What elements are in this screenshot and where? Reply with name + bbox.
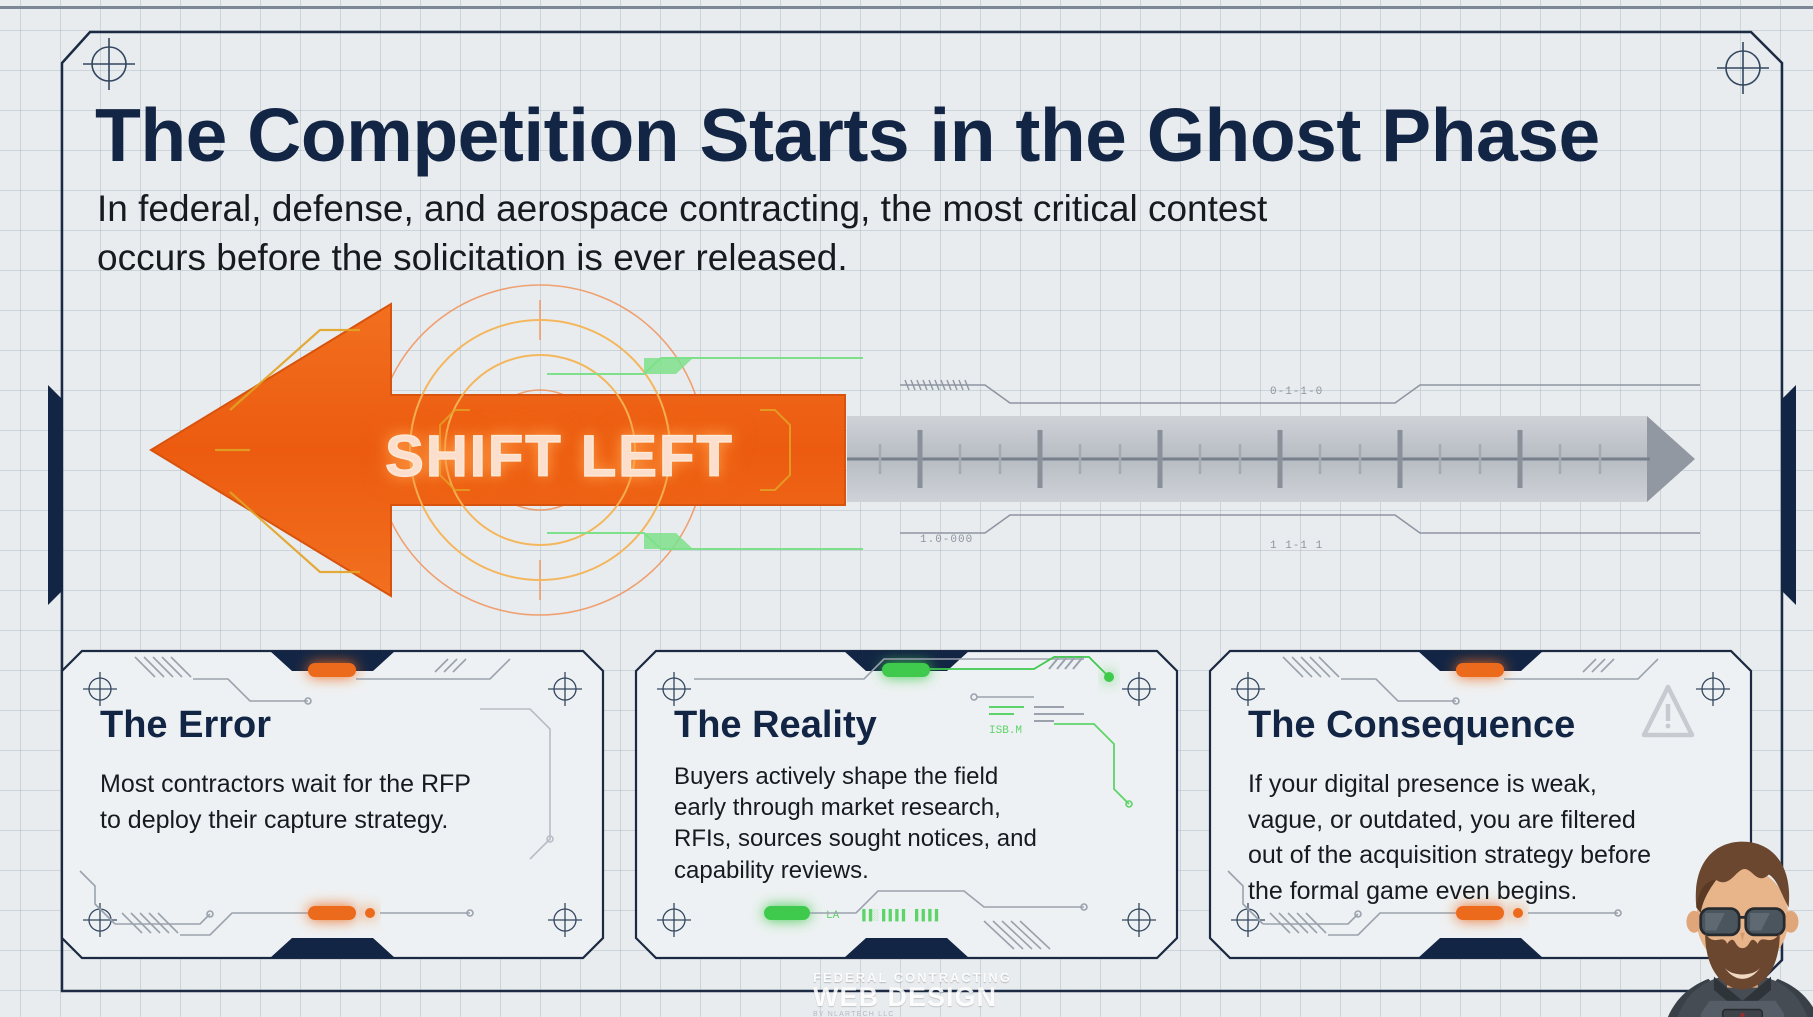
svg-text:1 1-1 1: 1 1-1 1: [1270, 540, 1323, 552]
svg-text:LA: LA: [826, 910, 840, 922]
svg-text:1.0-000: 1.0-000: [920, 534, 973, 546]
svg-text:▐▐░▐▐▐▐ ▐▐▐▐: ▐▐░▐▐▐▐ ▐▐▐▐: [859, 908, 939, 922]
svg-text:ISB.M: ISB.M: [989, 725, 1022, 737]
svg-text:0-1-1-0: 0-1-1-0: [1270, 386, 1323, 398]
